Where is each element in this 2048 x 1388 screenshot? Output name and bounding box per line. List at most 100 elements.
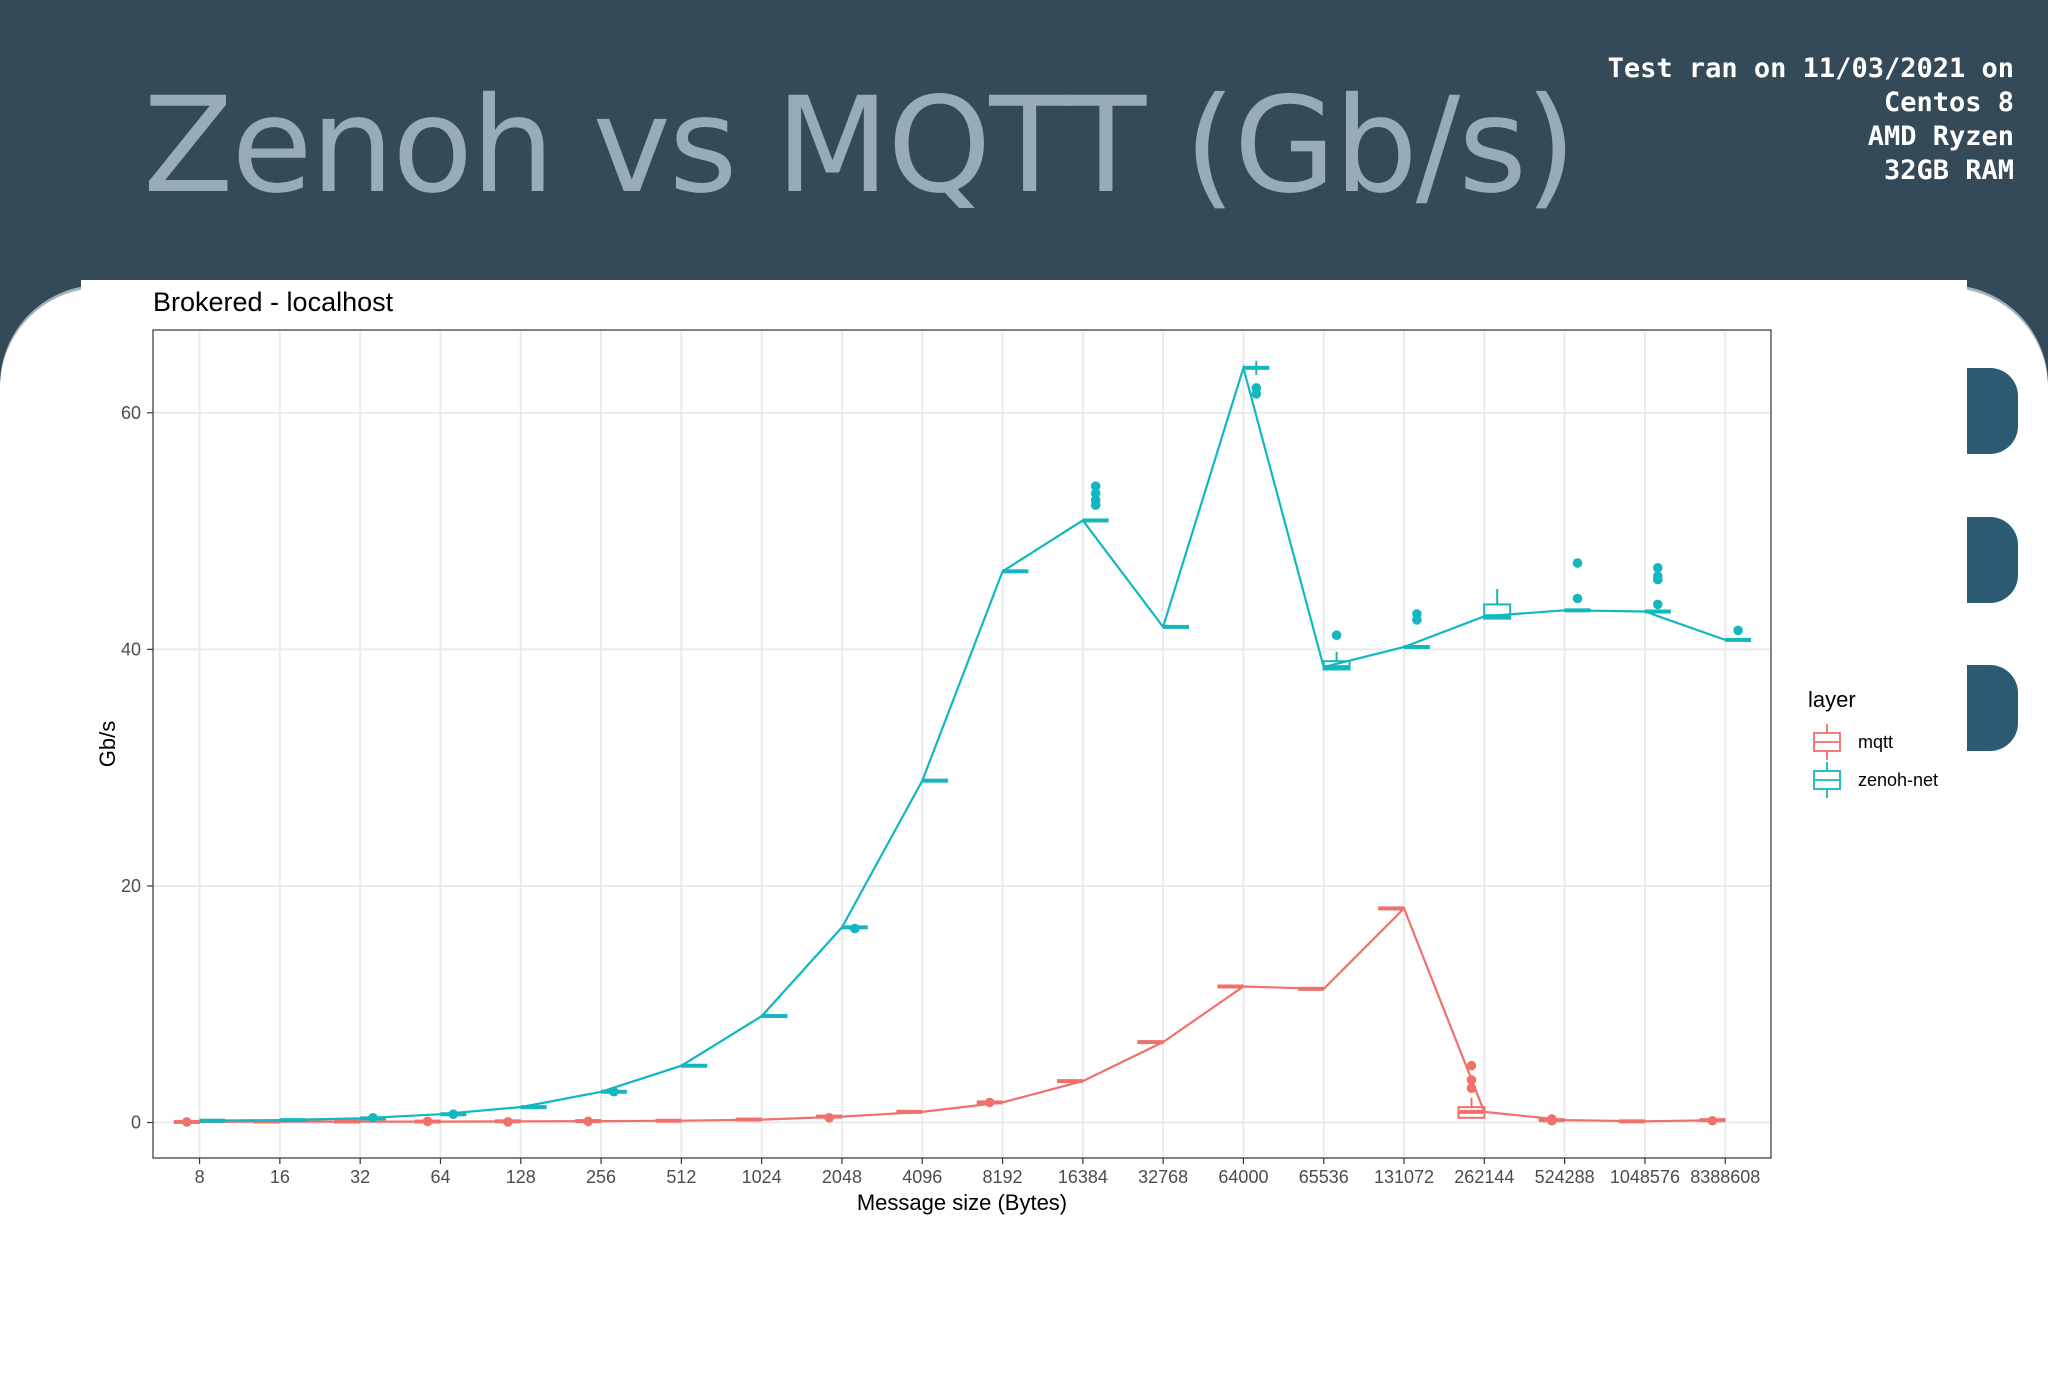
y-axis-title: Gb/s	[95, 721, 120, 767]
test-info: Test ran on 11/03/2021 on Centos 8 AMD R…	[1608, 52, 2014, 188]
median-marker	[681, 1063, 708, 1068]
median-marker	[1217, 984, 1244, 989]
side-tab[interactable]	[1958, 665, 2018, 751]
median-marker	[1484, 614, 1511, 619]
series	[173, 360, 1752, 1127]
x-tick-label: 4096	[902, 1167, 942, 1187]
legend-key-mqtt	[1813, 724, 1841, 760]
x-tick-label: 8388608	[1690, 1167, 1760, 1187]
outlier-point	[1090, 481, 1101, 491]
outlier-point	[422, 1116, 433, 1127]
outlier-point	[1251, 389, 1262, 399]
median-marker	[735, 1117, 762, 1122]
median-marker	[199, 1118, 226, 1123]
x-tick-label: 2048	[822, 1167, 862, 1187]
x-tick-label: 32768	[1138, 1167, 1188, 1187]
grid	[153, 330, 1771, 1158]
test-info-line: AMD Ryzen	[1867, 121, 2014, 152]
outlier-point	[448, 1109, 459, 1120]
median-marker	[1564, 608, 1591, 613]
x-tick-label: 32	[350, 1167, 370, 1187]
outlier-point	[1707, 1115, 1718, 1126]
x-tick-label: 524288	[1535, 1167, 1595, 1187]
median-marker	[1082, 518, 1109, 523]
series-zenoh-net	[199, 363, 1752, 1123]
legend-label-zenoh-net: zenoh-net	[1858, 770, 1938, 790]
x-tick-label: 65536	[1299, 1167, 1349, 1187]
median-marker	[761, 1014, 788, 1019]
outlier-point	[1412, 615, 1422, 625]
median-marker	[1378, 906, 1405, 911]
outlier-point	[1090, 488, 1101, 499]
box	[1457, 1106, 1486, 1119]
legend-title: layer	[1808, 687, 1856, 712]
x-tick-label: 16	[270, 1167, 290, 1187]
outlier-point	[824, 1112, 834, 1123]
legend-key-zenoh-net	[1813, 762, 1841, 798]
legend: layer mqtt zenoh-net	[1808, 687, 1938, 798]
y-tick-label: 40	[121, 639, 141, 659]
series-mqtt	[173, 906, 1726, 1127]
outlier-point	[181, 1117, 192, 1127]
x-tick-label: 8192	[983, 1167, 1023, 1187]
median-marker	[655, 1118, 682, 1123]
y-tick-label: 60	[121, 403, 141, 423]
median-marker	[1644, 609, 1671, 614]
median-marker	[1137, 1040, 1164, 1045]
median-marker	[1297, 986, 1324, 991]
outlier-point	[1466, 1083, 1477, 1094]
y-tick-label: 0	[131, 1113, 141, 1133]
outlier-point	[1652, 562, 1663, 573]
x-tick-label: 16384	[1058, 1167, 1108, 1187]
outlier-point	[368, 1112, 378, 1123]
outlier-point	[1733, 625, 1743, 636]
test-info-line: Centos 8	[1883, 87, 2014, 118]
y-tick-label: 20	[121, 876, 141, 896]
chart-subtitle: Brokered - localhost	[153, 287, 394, 317]
x-tick-label: 256	[586, 1167, 616, 1187]
median-marker	[1619, 1119, 1646, 1124]
x-tick-label: 64	[430, 1167, 450, 1187]
median-marker	[1725, 637, 1752, 642]
x-tick-label: 1048576	[1610, 1167, 1680, 1187]
outlier-point	[1546, 1115, 1557, 1126]
median-marker	[254, 1119, 281, 1124]
x-tick-label: 64000	[1218, 1167, 1268, 1187]
median-marker	[1458, 1109, 1485, 1114]
x-tick-label: 128	[506, 1167, 536, 1187]
outlier-point	[1331, 630, 1342, 640]
outlier-point	[850, 923, 860, 934]
legend-label-mqtt: mqtt	[1858, 732, 1893, 752]
side-tab[interactable]	[1958, 368, 2018, 454]
median-marker	[1323, 665, 1350, 670]
median-marker	[520, 1105, 547, 1110]
box-details	[1255, 360, 1512, 1119]
outlier-point	[1652, 574, 1663, 585]
outlier-point	[503, 1117, 513, 1127]
series-line	[199, 906, 1726, 1124]
median-marker	[922, 778, 949, 783]
outlier-point	[1572, 593, 1583, 604]
throughput-chart: 0 20 40 60 8 16 32 64 128 256 512 1024 2048 4096 8192 1…	[95, 287, 1938, 1215]
outlier-point	[1466, 1060, 1477, 1071]
median-marker	[1057, 1079, 1084, 1084]
median-marker	[279, 1118, 306, 1123]
outlier-point	[1090, 500, 1101, 510]
x-tick-label: 1024	[742, 1167, 782, 1187]
outlier-point	[609, 1086, 619, 1097]
median-marker	[1162, 624, 1189, 629]
side-tab[interactable]	[1958, 517, 2018, 603]
test-info-line: Test ran on 11/03/2021 on	[1607, 53, 2014, 84]
plot-panel-border	[152, 329, 1772, 1159]
x-tick-label: 512	[666, 1167, 696, 1187]
chart-panel: 0 20 40 60 8 16 32 64 128 256 512 1024 2048 4096 8192 1…	[81, 280, 1967, 1266]
median-marker	[1002, 569, 1029, 574]
median-marker	[896, 1109, 923, 1114]
axes: 0 20 40 60 8 16 32 64 128 256 512 1024 2048 4096 8192 1…	[121, 403, 1760, 1187]
x-axis-title: Message size (Bytes)	[857, 1190, 1067, 1215]
series-line	[199, 363, 1726, 1122]
outlier-point	[1652, 599, 1663, 610]
x-tick-label: 8	[195, 1167, 205, 1187]
x-tick-label: 262144	[1454, 1167, 1514, 1187]
outlier-point	[1572, 558, 1583, 568]
